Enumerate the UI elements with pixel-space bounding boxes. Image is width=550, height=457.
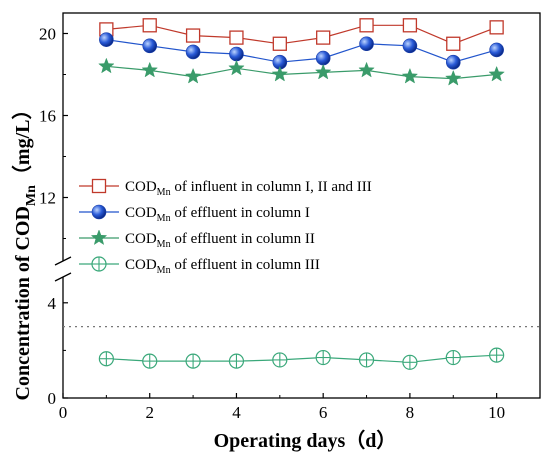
y-tick-label: 20 xyxy=(39,25,56,44)
series-1-point xyxy=(402,38,418,54)
series-1-point xyxy=(99,32,114,47)
legend-marker-2 xyxy=(90,229,108,246)
legend-label-3: CODMn of effluent in column III xyxy=(125,257,320,276)
series-layer xyxy=(98,18,505,370)
axis-break-mark xyxy=(54,256,72,266)
legend-marker-1 xyxy=(91,204,107,220)
legend-label-1: CODMn of effluent in column I xyxy=(125,205,310,224)
x-tick-label: 10 xyxy=(488,403,505,422)
series-0-point xyxy=(489,20,504,35)
legend-marker-0 xyxy=(91,178,107,194)
series-1-point xyxy=(142,38,158,54)
y-tick-label: 0 xyxy=(48,389,57,408)
series-0-point xyxy=(229,30,244,45)
series-3-point xyxy=(272,352,288,368)
series-2-point xyxy=(358,61,375,78)
series-2-point xyxy=(271,65,289,82)
x-tick-label: 2 xyxy=(145,403,154,422)
series-3-point xyxy=(185,353,201,369)
series-3-point xyxy=(402,354,418,370)
axes-layer: 0 2 4 6 8 10 0 4 12 16 20 xyxy=(39,25,541,422)
x-axis-title: Operating days（d） xyxy=(214,429,397,452)
y-axis-title-unit: （mg/L） xyxy=(11,100,34,186)
svg-text:Concentration of CODMn（mg/L）: Concentration of CODMn（mg/L） xyxy=(11,100,39,401)
series-3-point xyxy=(98,351,114,367)
y-axis-title-main: Concentration of COD xyxy=(12,206,34,400)
x-tick-label: 8 xyxy=(406,403,415,422)
series-3-point xyxy=(445,349,461,366)
series-2-point xyxy=(401,67,419,84)
series-0-line xyxy=(106,24,497,45)
series-1-point xyxy=(229,46,244,62)
x-tick-label: 4 xyxy=(232,403,241,422)
plot-border xyxy=(62,12,541,399)
series-1-point xyxy=(359,36,374,52)
y-axis-title: Concentration of CODMn（mg/L） xyxy=(11,100,39,401)
series-2-point xyxy=(184,67,202,84)
series-1-point xyxy=(185,44,201,60)
series-3-line xyxy=(106,354,497,363)
plot-frame xyxy=(54,12,541,399)
series-3-point xyxy=(358,352,375,368)
legend-marker-3 xyxy=(91,256,107,272)
series-0-point xyxy=(446,36,461,51)
series-1-line xyxy=(106,39,497,63)
legend-label-2: CODMn of effluent in column II xyxy=(125,231,315,250)
series-1-point xyxy=(489,42,504,58)
series-3-point xyxy=(228,353,245,369)
legend-label-0: CODMn of influent in column I, II and II… xyxy=(125,179,372,198)
series-1-point xyxy=(445,54,461,70)
series-3-point xyxy=(142,353,158,369)
series-1 xyxy=(99,32,504,70)
series-3 xyxy=(98,347,505,370)
series-2-point xyxy=(141,61,159,78)
series-0 xyxy=(99,18,504,51)
y-tick-label: 12 xyxy=(39,189,56,208)
axis-break-gap xyxy=(55,261,71,277)
series-0-point xyxy=(316,30,331,45)
axis-break-mark xyxy=(54,272,72,282)
series-0-point xyxy=(142,18,157,33)
x-tick-label: 0 xyxy=(59,403,68,422)
series-2-point xyxy=(488,65,505,82)
y-tick-label: 16 xyxy=(39,107,56,126)
series-2-line xyxy=(106,65,497,80)
x-tick-label: 6 xyxy=(319,403,328,422)
series-3-point xyxy=(489,347,505,363)
series-2-point xyxy=(228,59,245,76)
series-2-point xyxy=(314,63,332,80)
series-2-point xyxy=(98,57,115,74)
series-2-point xyxy=(444,69,462,86)
series-3-point xyxy=(315,349,331,366)
series-0-point xyxy=(272,36,287,51)
series-0-point xyxy=(185,28,201,43)
series-1-point xyxy=(315,50,331,66)
y-tick-label: 4 xyxy=(48,294,57,313)
series-2 xyxy=(98,57,505,86)
series-0-point xyxy=(359,18,374,33)
y-axis-title-subscript: Mn xyxy=(24,185,39,206)
series-0-point xyxy=(402,18,418,33)
legend: CODMn of influent in column I, II and II… xyxy=(79,178,372,276)
